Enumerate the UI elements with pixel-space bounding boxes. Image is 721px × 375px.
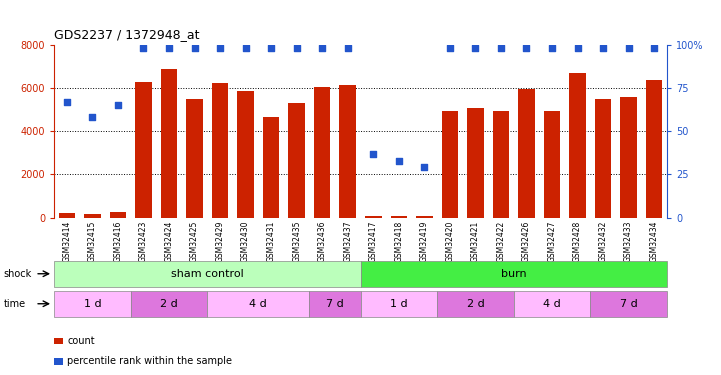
Bar [131,291,208,317]
Bar [84,214,101,217]
Text: 4 d: 4 d [249,299,267,309]
Point [189,45,200,51]
Point [163,45,174,51]
Point [240,45,252,51]
Bar [161,69,177,218]
Bar [288,103,305,218]
Point [547,45,558,51]
Bar [646,80,663,218]
Bar [595,99,611,218]
Bar [58,213,75,217]
Point [469,45,481,51]
Point [342,45,353,51]
Bar [518,89,535,218]
Point [368,151,379,157]
Text: 7 d: 7 d [620,299,637,309]
Bar [570,73,586,217]
Point [597,45,609,51]
Text: GDS2237 / 1372948_at: GDS2237 / 1372948_at [54,28,200,41]
Bar [340,85,356,218]
Bar [212,83,229,218]
Bar [208,291,309,317]
Text: shock: shock [4,269,32,279]
Bar [263,117,280,218]
Point [495,45,507,51]
Bar [135,82,151,218]
Bar [360,291,437,317]
Text: 1 d: 1 d [390,299,407,309]
Point [138,45,149,51]
Bar [54,261,360,287]
Point [444,45,456,51]
Bar [54,291,131,317]
Bar [544,111,560,218]
Point [265,45,277,51]
Bar [513,291,590,317]
Bar [110,212,126,217]
Text: sham control: sham control [171,269,244,279]
Point [87,114,98,120]
Bar [620,97,637,218]
Point [572,45,583,51]
Point [112,102,124,108]
Bar [309,291,360,317]
Point [521,45,532,51]
Point [393,158,404,164]
Point [61,99,73,105]
Point [214,45,226,51]
Bar [365,216,381,217]
Text: 4 d: 4 d [543,299,561,309]
Point [291,45,302,51]
Text: burn: burn [501,269,526,279]
Text: 1 d: 1 d [84,299,101,309]
Bar [590,291,667,317]
Bar [492,111,509,218]
Text: time: time [4,299,26,309]
Bar [467,108,484,218]
Bar [437,291,513,317]
Text: count: count [67,336,94,346]
Bar [360,261,667,287]
Point [419,165,430,171]
Text: 2 d: 2 d [466,299,485,309]
Bar [441,111,458,218]
Point [648,45,660,51]
Bar [391,216,407,217]
Text: 2 d: 2 d [160,299,178,309]
Point [623,45,634,51]
Bar [237,92,254,218]
Point [317,45,328,51]
Text: 7 d: 7 d [326,299,344,309]
Bar [314,87,330,218]
Bar [416,216,433,217]
Text: percentile rank within the sample: percentile rank within the sample [67,357,232,366]
Bar [186,99,203,218]
